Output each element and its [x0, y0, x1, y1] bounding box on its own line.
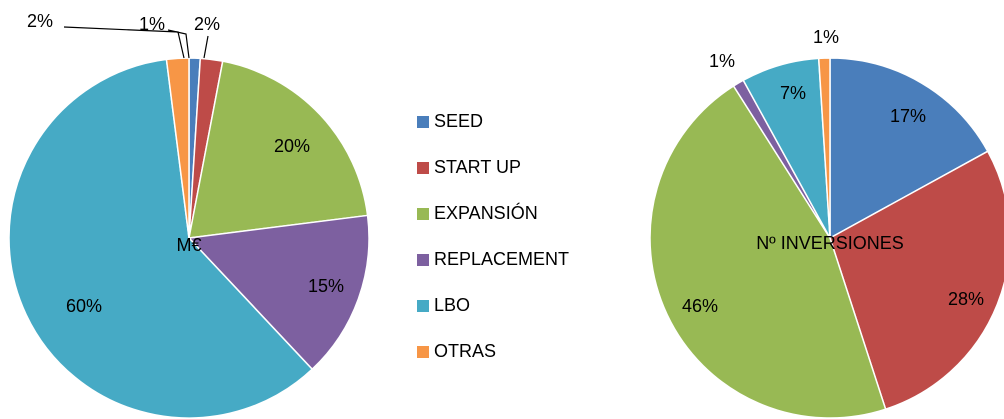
- leader-line: [203, 35, 209, 59]
- legend-swatch: [417, 116, 429, 128]
- data-label: 1%: [813, 27, 839, 47]
- data-label: 7%: [780, 83, 806, 103]
- slice: [649, 84, 887, 419]
- slice: [8, 58, 314, 419]
- data-label: 15%: [308, 276, 344, 296]
- data-label: 1%: [139, 14, 165, 34]
- legend-swatch: [417, 208, 429, 220]
- legend-swatch: [417, 346, 429, 358]
- data-label: 1%: [709, 51, 735, 71]
- data-label: 2%: [194, 14, 220, 34]
- legend-swatch: [417, 300, 429, 312]
- legend-label: SEED: [434, 111, 483, 131]
- leader-line: [63, 26, 185, 59]
- legend-label: LBO: [434, 295, 470, 315]
- data-label: 17%: [890, 106, 926, 126]
- legend-swatch: [417, 162, 429, 174]
- legend-swatch: [417, 254, 429, 266]
- data-label: 28%: [948, 289, 984, 309]
- legend-label: EXPANSIÓN: [434, 202, 538, 223]
- chart-title: M€: [176, 235, 201, 255]
- slices: [8, 57, 1004, 419]
- chart-title: Nº INVERSIONES: [756, 233, 904, 253]
- legend-label: REPLACEMENT: [434, 249, 569, 269]
- slice: [187, 214, 370, 371]
- legend-label: OTRAS: [434, 341, 496, 361]
- slice: [188, 60, 369, 239]
- slice: [817, 57, 831, 239]
- data-label: 60%: [66, 296, 102, 316]
- slice: [829, 150, 1004, 411]
- data-label: 46%: [682, 296, 718, 316]
- slice: [829, 57, 989, 240]
- data-label: 20%: [274, 136, 310, 156]
- leader-line: [167, 29, 190, 59]
- legend-label: START UP: [434, 157, 521, 177]
- data-label: 2%: [27, 11, 53, 31]
